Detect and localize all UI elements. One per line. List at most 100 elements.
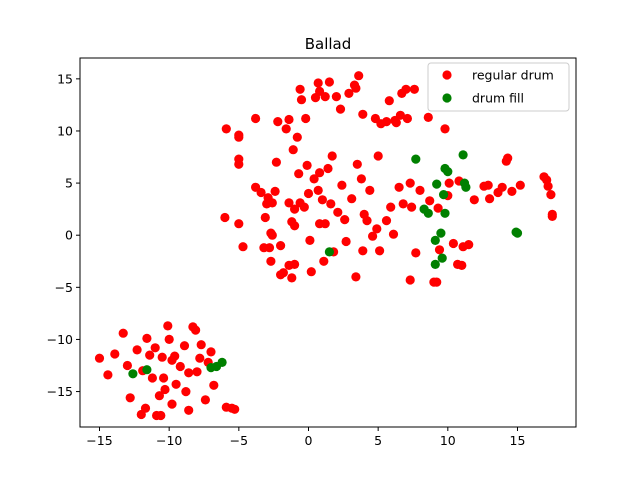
- point-regular-drum-143: [402, 113, 412, 124]
- point-regular-drum-24: [170, 351, 180, 361]
- legend-marker-regular-drum: [442, 70, 452, 80]
- point-regular-drum-180: [547, 211, 557, 221]
- point-regular-drum-141: [398, 199, 408, 209]
- point-regular-drum-47: [234, 159, 244, 169]
- point-regular-drum-9: [140, 403, 151, 413]
- y-tick-label: 10: [57, 123, 73, 138]
- point-regular-drum-53: [256, 187, 266, 198]
- point-regular-drum-167: [483, 180, 493, 190]
- point-regular-drum-144: [405, 178, 415, 188]
- point-regular-drum-125: [368, 231, 378, 241]
- legend-label-regular-drum: regular drum: [472, 68, 554, 83]
- point-regular-drum-50: [238, 242, 248, 252]
- point-regular-drum-69: [281, 124, 291, 134]
- point-regular-drum-48: [220, 212, 230, 223]
- point-regular-drum-147: [411, 248, 421, 258]
- point-regular-drum-62: [270, 186, 280, 196]
- point-drum-fill-13: [437, 253, 447, 263]
- points-layer: [94, 71, 557, 421]
- point-regular-drum-92: [313, 78, 323, 88]
- point-regular-drum-6: [132, 345, 142, 355]
- point-regular-drum-104: [327, 151, 337, 161]
- point-regular-drum-115: [351, 83, 361, 93]
- point-regular-drum-78: [287, 273, 297, 283]
- point-regular-drum-124: [365, 185, 375, 195]
- point-regular-drum-121: [351, 272, 361, 282]
- point-regular-drum-84: [301, 113, 311, 124]
- point-regular-drum-19: [160, 384, 170, 395]
- point-regular-drum-117: [354, 71, 364, 81]
- point-regular-drum-34: [195, 353, 205, 363]
- point-regular-drum-86: [302, 160, 312, 170]
- point-regular-drum-118: [356, 174, 366, 184]
- point-regular-drum-138: [394, 182, 404, 192]
- point-regular-drum-162: [457, 260, 467, 270]
- point-regular-drum-93: [313, 185, 323, 195]
- point-regular-drum-172: [503, 153, 513, 163]
- point-regular-drum-36: [200, 395, 210, 405]
- point-regular-drum-113: [347, 194, 357, 204]
- point-regular-drum-120: [358, 246, 368, 256]
- y-tick-label: −15: [47, 384, 73, 399]
- point-regular-drum-75: [290, 221, 300, 231]
- y-axis: −15 −10 −5 0 5 10 15: [47, 71, 80, 399]
- point-regular-drum-112: [344, 88, 354, 98]
- x-tick-label: −5: [230, 433, 248, 448]
- point-regular-drum-128: [373, 151, 383, 161]
- point-regular-drum-58: [264, 243, 275, 253]
- point-regular-drum-156: [440, 124, 450, 134]
- plot-frame: [79, 57, 577, 428]
- point-regular-drum-60: [267, 230, 277, 240]
- point-regular-drum-11: [145, 350, 155, 360]
- point-regular-drum-153: [432, 277, 442, 287]
- point-regular-drum-17: [157, 352, 167, 362]
- point-regular-drum-18: [159, 373, 169, 383]
- point-regular-drum-102: [324, 77, 334, 87]
- point-regular-drum-88: [305, 235, 315, 245]
- point-regular-drum-155: [434, 245, 445, 255]
- point-regular-drum-51: [251, 113, 261, 124]
- point-regular-drum-1: [103, 370, 113, 380]
- point-regular-drum-49: [234, 219, 244, 229]
- point-regular-drum-25: [171, 379, 181, 389]
- point-regular-drum-159: [448, 238, 458, 249]
- point-regular-drum-87: [303, 188, 314, 199]
- point-regular-drum-135: [388, 229, 399, 239]
- point-regular-drum-45: [234, 132, 244, 142]
- point-regular-drum-106: [331, 92, 341, 102]
- point-regular-drum-23: [167, 399, 177, 409]
- point-regular-drum-16: [156, 410, 166, 421]
- point-drum-fill-8: [423, 208, 433, 218]
- point-regular-drum-111: [341, 236, 351, 247]
- point-regular-drum-42: [230, 404, 240, 414]
- point-regular-drum-154: [433, 203, 443, 213]
- point-regular-drum-85: [299, 202, 309, 212]
- point-drum-fill-6: [411, 154, 421, 164]
- point-regular-drum-13: [150, 343, 160, 353]
- point-regular-drum-134: [386, 202, 396, 212]
- point-regular-drum-168: [485, 194, 495, 204]
- point-regular-drum-64: [271, 157, 281, 167]
- point-regular-drum-21: [164, 334, 174, 344]
- y-tick-label: −10: [47, 332, 73, 347]
- y-tick-label: 15: [57, 71, 73, 86]
- point-regular-drum-132: [381, 216, 392, 226]
- point-drum-fill-22: [512, 228, 523, 238]
- point-regular-drum-133: [384, 96, 394, 106]
- legend-box: [427, 62, 570, 112]
- legend: regular drum drum fill: [427, 62, 570, 112]
- x-tick-label: −10: [156, 433, 182, 448]
- point-regular-drum-164: [464, 240, 474, 250]
- point-drum-fill-5: [324, 247, 334, 257]
- chart-title: Ballad: [305, 35, 352, 53]
- point-regular-drum-32: [191, 325, 201, 335]
- point-regular-drum-5: [125, 393, 135, 403]
- legend-label-drum-fill: drum fill: [472, 91, 524, 106]
- point-regular-drum-35: [196, 340, 206, 350]
- point-drum-fill-14: [439, 190, 449, 200]
- point-drum-fill-20: [461, 182, 471, 192]
- point-regular-drum-158: [444, 178, 454, 188]
- x-tick-label: 5: [374, 433, 382, 448]
- y-tick-label: 0: [65, 228, 73, 243]
